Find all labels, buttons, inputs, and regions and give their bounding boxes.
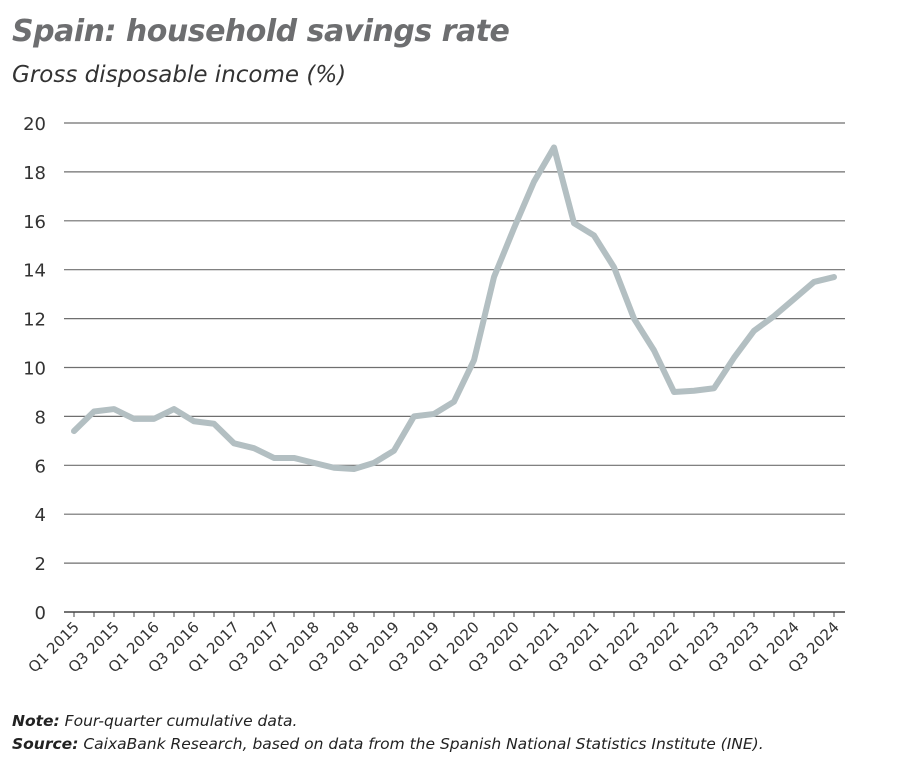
y-tick-label: 14 [23, 261, 46, 282]
y-tick-label: 12 [23, 310, 46, 331]
y-tick-label: 8 [35, 407, 46, 428]
source-text: CaixaBank Research, based on data from t… [78, 735, 764, 753]
note-text: Four-quarter cumulative data. [59, 712, 298, 730]
source-label: Source: [12, 735, 79, 753]
source: Source: CaixaBank Research, based on dat… [12, 735, 764, 753]
y-tick-label: 0 [35, 603, 46, 624]
y-tick-label: 4 [35, 505, 46, 526]
note-label: Note: [12, 712, 60, 730]
chart-title: Spain: household savings rate [12, 14, 510, 49]
note: Note: Four-quarter cumulative data. [12, 712, 297, 730]
chart-subtitle: Gross disposable income (%) [12, 62, 347, 88]
y-tick-label: 16 [23, 212, 46, 233]
savings-rate-line [71, 144, 837, 472]
y-tick-label: 18 [23, 163, 46, 184]
y-tick-label: 20 [23, 114, 46, 135]
y-tick-label: 2 [35, 554, 46, 575]
y-tick-label: 10 [23, 359, 46, 380]
y-tick-label: 6 [35, 456, 46, 477]
